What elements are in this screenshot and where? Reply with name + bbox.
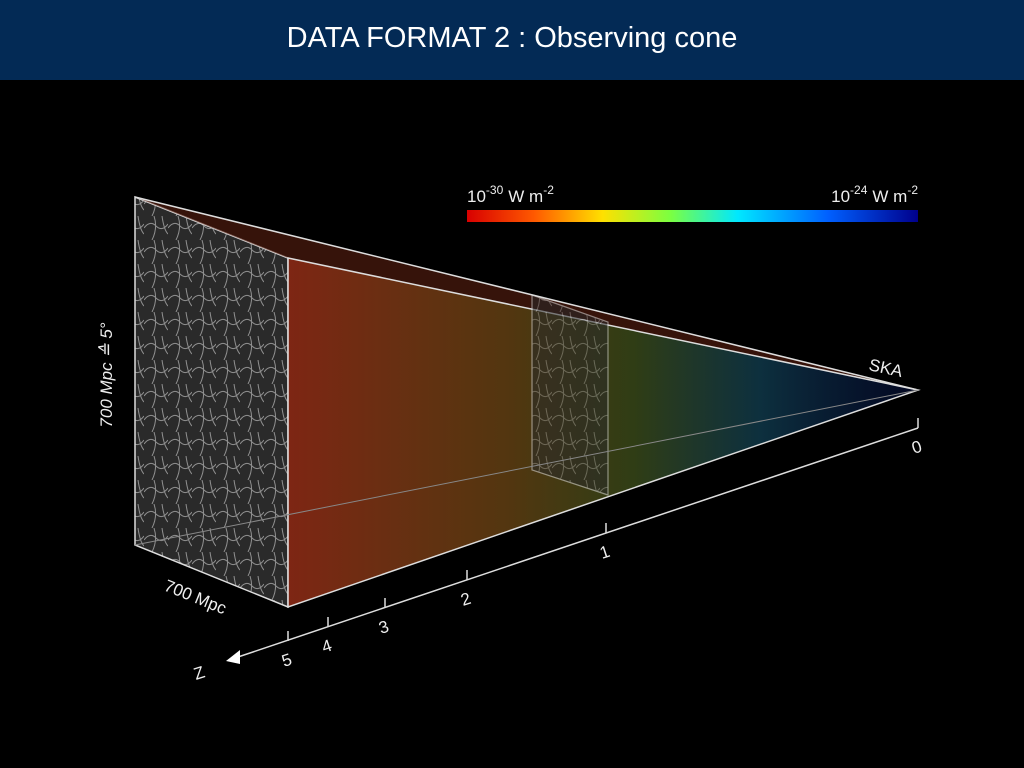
side-label: 700 Mpc ≙ 5°: [97, 322, 116, 427]
slice: [531, 294, 609, 496]
title-bar: [0, 0, 1024, 80]
depth-label: 700 Mpc: [162, 576, 230, 618]
z-arrow: [226, 650, 240, 664]
z-tick-label: 2: [458, 589, 473, 610]
z-tick-label: 1: [597, 542, 612, 563]
side-face: [134, 195, 289, 609]
colorbar: [467, 210, 918, 222]
cone-edge: [134, 389, 919, 546]
z-axis: [237, 427, 919, 658]
z-tick-label: 5: [279, 650, 294, 671]
cone-figure: 10-30 W m-2 10-24 W m-2 SKA 700 Mpc ≙ 5° 7…: [97, 183, 924, 684]
z-tick-label: 0: [909, 437, 924, 458]
cone-edge: [134, 196, 919, 391]
colorbar-max-label: 10-24 W m-2: [831, 183, 918, 206]
z-label: Z: [191, 663, 207, 684]
observer-label: SKA: [867, 355, 905, 381]
z-tick-label: 4: [319, 636, 334, 657]
z-tick-label: 3: [376, 617, 391, 638]
colorbar-min-label: 10-30 W m-2: [467, 183, 554, 206]
slide-title: DATA FORMAT 2 : Observing cone: [286, 22, 738, 54]
